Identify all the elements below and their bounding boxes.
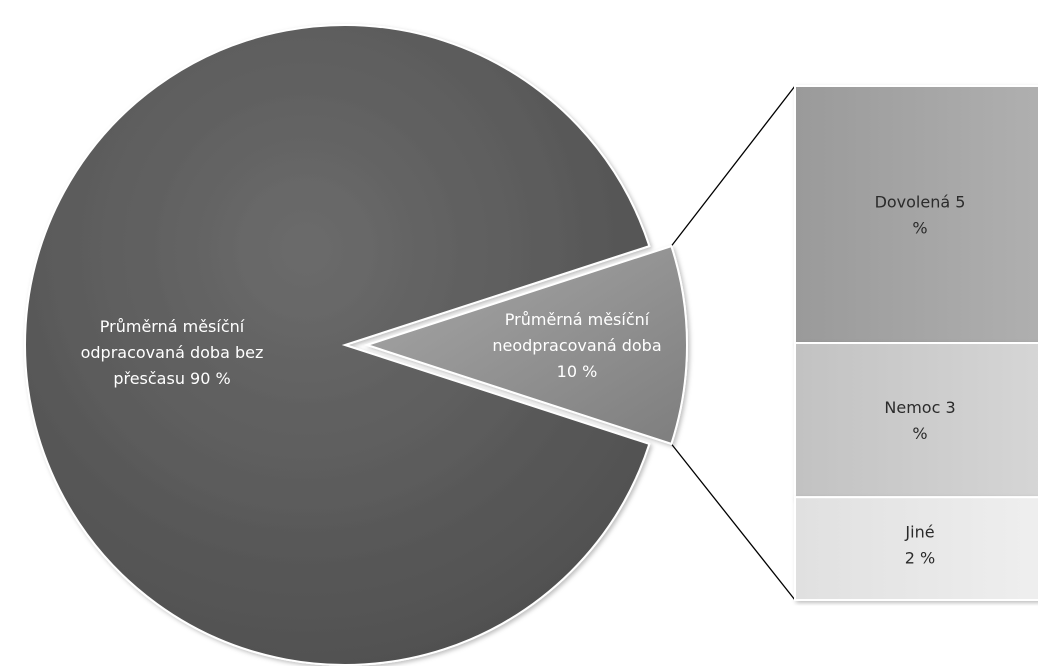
bar-segment-2 <box>794 496 1038 602</box>
bar-label-0: Dovolená 5% <box>875 193 966 238</box>
pie-label-worked-time: Průměrná měsíční odpracovaná doba bez přes… <box>81 317 264 388</box>
bar-label-2: Jiné 2 % <box>904 523 935 568</box>
pie-slice-unworked-time <box>363 244 688 446</box>
bar-segment-0 <box>794 85 1038 344</box>
bar-label-1: Nemoc 3% <box>884 398 955 443</box>
connector-line-top <box>670 85 796 247</box>
pie-slice-worked-time <box>24 24 651 666</box>
connector-line-bottom <box>670 443 796 601</box>
bar-segment-1 <box>794 342 1038 499</box>
pie-label-unworked-time: Průměrná měsíční neodpracovaná doba 10 % <box>492 310 661 381</box>
